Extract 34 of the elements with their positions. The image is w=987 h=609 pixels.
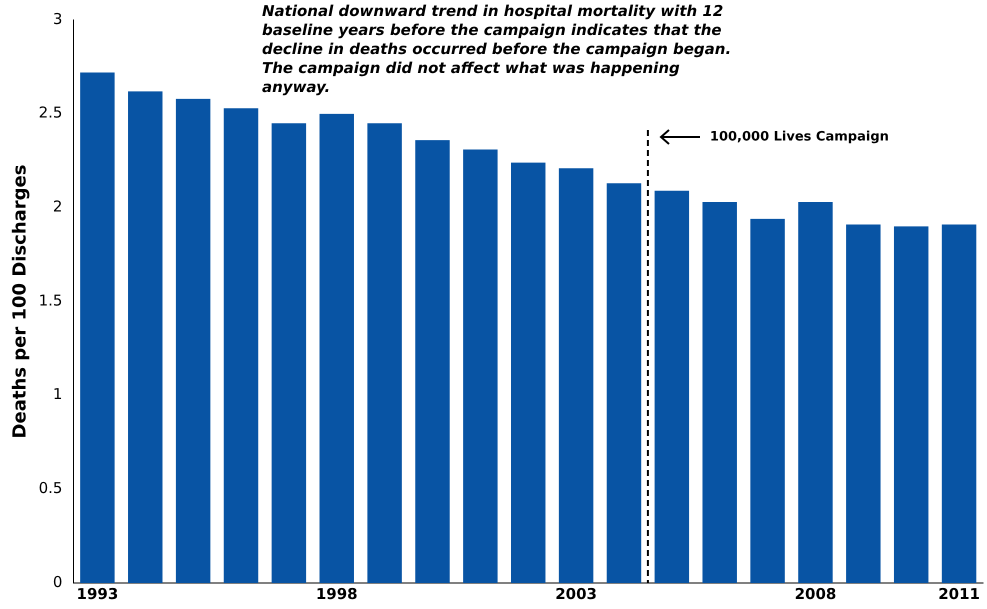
bar (846, 224, 881, 583)
bar (463, 149, 498, 583)
x-tick-label: 1998 (316, 584, 358, 603)
y-tick-label: 2 (52, 198, 62, 216)
bar (176, 98, 210, 583)
bar (654, 190, 690, 583)
annotation: National downward trend in hospital mortality with 12 baseline years before the campaign indicates that the decline in deaths occurred before the campaign began. The campaign did not affect what was happening anyway. (262, 2, 732, 97)
bar (224, 108, 258, 583)
bar (798, 202, 833, 583)
y-tick-label: 1.5 (38, 291, 62, 310)
bar (367, 123, 402, 583)
y-tick-label: 2.5 (38, 104, 62, 122)
y-tick-label: 0 (52, 572, 62, 591)
bar (606, 183, 642, 583)
ref-line-label: 100,000 Lives Campaign (710, 129, 889, 144)
y-tick-label: 1 (52, 385, 62, 404)
bar (894, 226, 928, 583)
y-tick-label: 3 (52, 10, 62, 28)
bar (80, 72, 115, 583)
bar (702, 202, 737, 583)
bar (558, 168, 594, 583)
x-tick-label: 2008 (794, 584, 836, 603)
bar (750, 218, 785, 583)
x-tick-label: 2011 (938, 584, 980, 603)
bar (272, 123, 306, 583)
bar (128, 91, 162, 583)
y-tick-label: 0.5 (38, 479, 62, 498)
bar (320, 114, 354, 583)
x-tick-label: 1993 (76, 584, 118, 603)
x-tick-label: 2003 (555, 584, 597, 603)
bar (510, 162, 546, 583)
bar (415, 140, 450, 583)
y-axis-title: Deaths per 100 Discharges (9, 164, 30, 438)
bar (942, 224, 976, 583)
